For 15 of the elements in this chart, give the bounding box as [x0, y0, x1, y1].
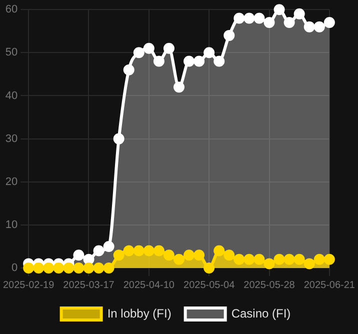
x-tick-label: 2025-05-04 — [184, 280, 236, 291]
y-tick-label: 0 — [11, 262, 18, 274]
x-tick-label: 2025-06-21 — [304, 280, 356, 291]
y-tick-label: 60 — [5, 4, 18, 16]
y-tick-label: 50 — [5, 46, 18, 59]
x-tick-label: 2025-05-28 — [244, 280, 296, 291]
x-tick-label: 2025-03-17 — [63, 280, 115, 291]
y-tick-label: 30 — [5, 132, 18, 145]
legend-label: In lobby (FI) — [107, 306, 172, 320]
legend-label: Casino (FI) — [231, 306, 291, 320]
y-tick-label: 20 — [5, 176, 18, 188]
y-tick-label: 40 — [5, 90, 18, 102]
x-tick-label: 2025-04-10 — [123, 280, 175, 291]
y-tick-label: 10 — [5, 218, 18, 231]
x-tick-label: 2025-02-19 — [3, 280, 55, 291]
